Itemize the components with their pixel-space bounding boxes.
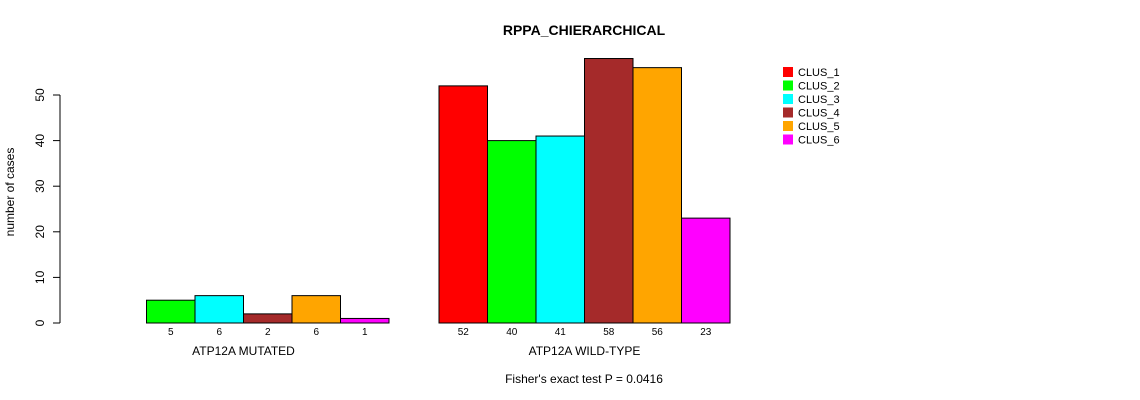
legend-swatch-clus-2 bbox=[783, 80, 793, 91]
fisher-test-footnote: Fisher's exact test P = 0.0416 bbox=[505, 372, 663, 386]
group-labels: ATP12A MUTATED ATP12A WILD-TYPE bbox=[192, 344, 640, 358]
bar-count-label: 40 bbox=[506, 327, 518, 338]
y-tick-label: 0 bbox=[33, 319, 47, 326]
y-axis: 0 10 20 30 40 50 bbox=[33, 88, 61, 326]
y-tick-label: 30 bbox=[33, 179, 47, 193]
legend-swatch-clus-1 bbox=[783, 67, 793, 77]
bar-clus-4-wild-type bbox=[584, 58, 634, 324]
legend-label-clus-1: CLUS_1 bbox=[798, 67, 840, 79]
legend-label-clus-3: CLUS_3 bbox=[798, 94, 840, 106]
chart-title: RPPA_CHIERARCHICAL bbox=[503, 22, 666, 38]
bar-clus-4-mutated bbox=[243, 313, 293, 324]
legend-swatch-clus-5 bbox=[783, 121, 793, 131]
bar-count-label: 5 bbox=[168, 327, 174, 338]
bar-clus-6-wild-type bbox=[681, 217, 731, 324]
bar-count-label: 52 bbox=[458, 327, 470, 338]
bar-clus-2-mutated bbox=[146, 299, 196, 324]
bar-count-label: 2 bbox=[265, 327, 271, 338]
legend-swatch-clus-4 bbox=[783, 107, 793, 118]
bar-clus-2-wild-type bbox=[487, 140, 537, 324]
legend-label-clus-6: CLUS_6 bbox=[798, 135, 840, 147]
bar-clus-5-wild-type bbox=[632, 67, 682, 324]
legend-swatch-clus-3 bbox=[783, 94, 793, 104]
bar-count-label: 56 bbox=[652, 327, 664, 338]
y-axis-label: number of cases bbox=[3, 148, 17, 237]
bar-clus-6-mutated bbox=[340, 317, 390, 324]
legend-label-clus-5: CLUS_5 bbox=[798, 121, 840, 133]
legend-swatch-clus-6 bbox=[783, 134, 793, 145]
bar-count-label: 23 bbox=[700, 327, 712, 338]
bar-count-label: 6 bbox=[313, 327, 319, 338]
legend-label-clus-4: CLUS_4 bbox=[798, 108, 840, 120]
bars bbox=[146, 58, 731, 324]
group-label-mutated: ATP12A MUTATED bbox=[192, 344, 295, 358]
bar-clus-5-mutated bbox=[291, 295, 341, 324]
group-label-wild-type: ATP12A WILD-TYPE bbox=[529, 344, 641, 358]
bar-count-label: 6 bbox=[216, 327, 222, 338]
legend-label-clus-2: CLUS_2 bbox=[798, 81, 840, 93]
y-tick-label: 50 bbox=[33, 88, 47, 102]
y-tick-label: 10 bbox=[33, 270, 47, 284]
count-labels: 5 6 2 6 1 52 40 41 58 56 23 bbox=[168, 327, 712, 338]
bar-count-label: 41 bbox=[555, 327, 567, 338]
bar-count-label: 58 bbox=[603, 327, 615, 338]
bar-clus-3-mutated bbox=[194, 295, 244, 324]
y-tick-label: 20 bbox=[33, 225, 47, 239]
bar-clus-1-wild-type bbox=[438, 85, 488, 324]
bar-clus-3-wild-type bbox=[535, 135, 585, 324]
bar-count-label: 1 bbox=[362, 327, 368, 338]
y-tick-label: 40 bbox=[33, 134, 47, 148]
